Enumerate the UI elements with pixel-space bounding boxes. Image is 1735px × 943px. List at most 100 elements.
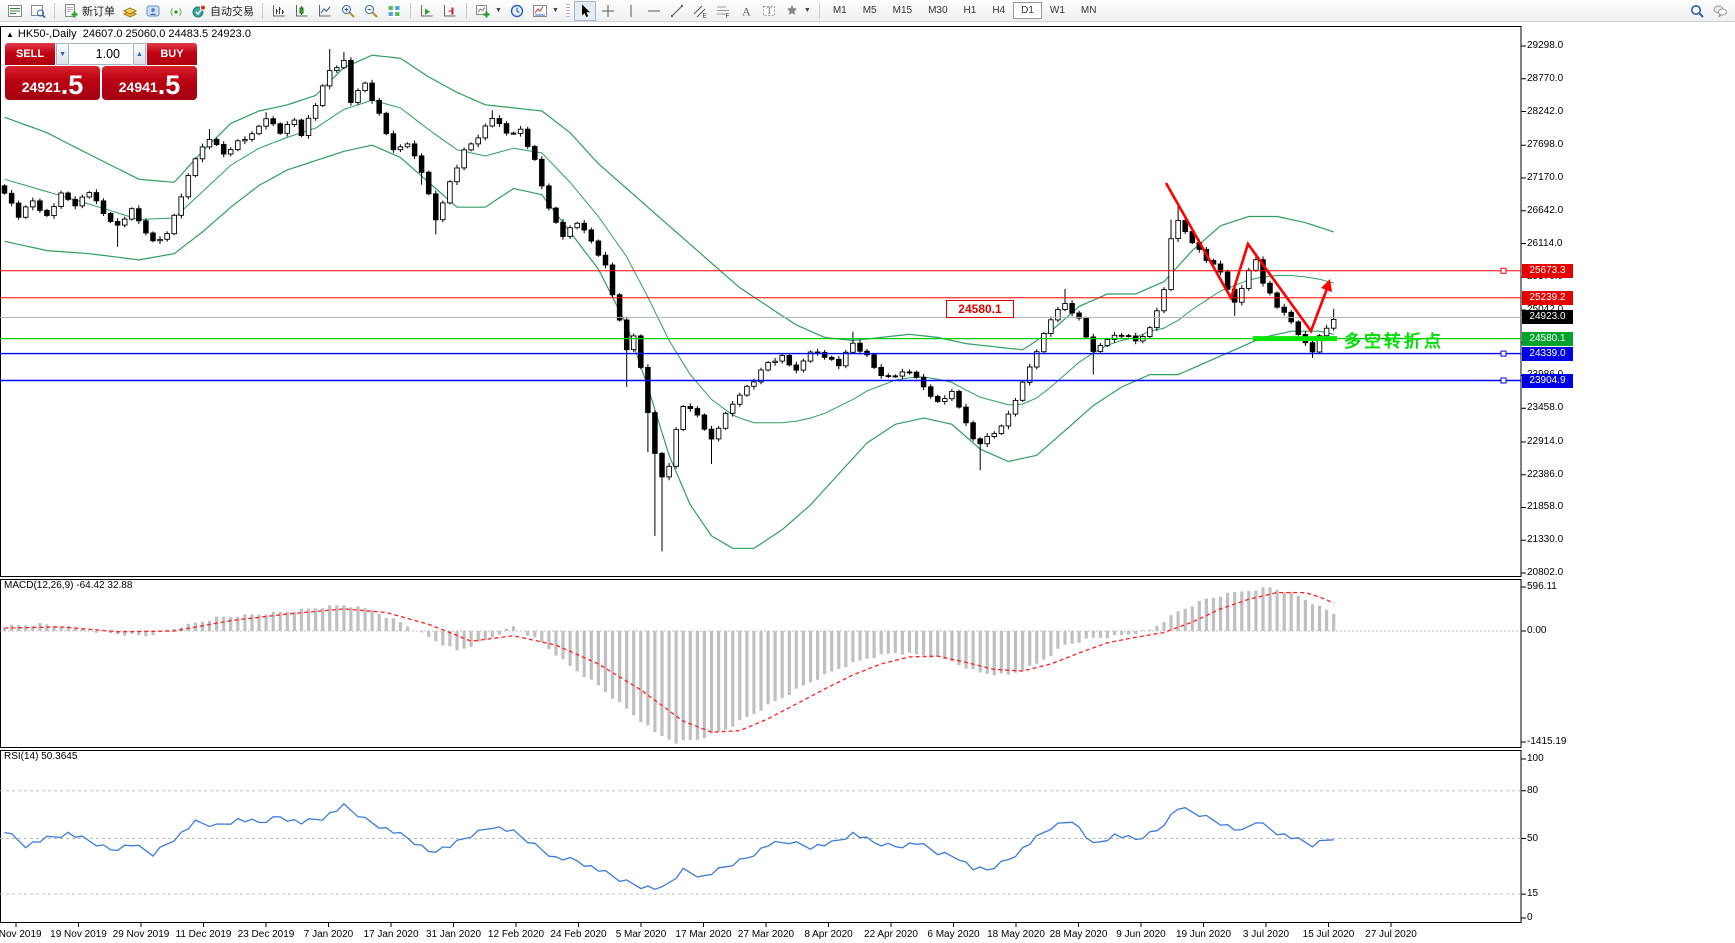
zoom-out-button[interactable]	[360, 1, 382, 21]
history-center-icon	[122, 6, 138, 18]
one-click-trading-panel: SELL ▼ ▲ BUY 24921.5 24941.5	[5, 43, 197, 101]
text-label-icon: T	[762, 5, 775, 16]
sell-price-main: 24921	[21, 79, 61, 95]
data-window-icon	[31, 4, 46, 18]
autotrading-icon	[192, 4, 207, 17]
toolbox-button[interactable]	[142, 1, 164, 21]
timeframe-button-m5[interactable]: M5	[862, 5, 877, 16]
crosshair-tool-button[interactable]	[597, 1, 619, 21]
volume-decrease-button[interactable]: ▼	[56, 43, 69, 65]
history-center-button[interactable]	[119, 1, 141, 21]
cursor-tool-button[interactable]	[573, 0, 596, 21]
new-order-button[interactable]: 新订单	[60, 1, 118, 21]
buy-price-display[interactable]: 24941.5	[102, 66, 197, 100]
signals-icon	[170, 7, 182, 16]
chat-button[interactable]	[1709, 1, 1731, 21]
bollinger-middle-band	[4, 99, 1334, 424]
fibonacci-tool-button[interactable]: F	[712, 1, 734, 21]
timeframe-button-m30[interactable]: M30	[928, 5, 948, 16]
equidistant-channel-tool-button[interactable]: E	[689, 1, 711, 21]
search-icon	[1691, 4, 1704, 18]
candlestick-chart-icon	[296, 4, 308, 16]
timeframe-button-d1[interactable]: D1	[1013, 2, 1042, 19]
toolbox-icon	[146, 5, 160, 16]
candlesticks	[1, 59, 1337, 478]
vertical-line-tool-button[interactable]	[620, 1, 642, 21]
bollinger-upper-band	[4, 54, 1334, 351]
periods-button[interactable]	[506, 1, 528, 21]
main-toolbar: 新订单 自动交易 ▼ ▼ E F A T ▼ M1 M5 M15	[0, 0, 1735, 22]
buy-button[interactable]: BUY	[146, 43, 197, 65]
autotrading-button[interactable]: 自动交易	[188, 1, 257, 21]
horizontal-line-icon	[647, 10, 660, 11]
macd-histogram	[2, 587, 1336, 744]
timeframe-button-h4[interactable]: H4	[992, 5, 1006, 16]
bar-chart-button[interactable]	[268, 1, 290, 21]
horizontal-line-tool-button[interactable]	[643, 1, 665, 21]
signals-button[interactable]	[165, 1, 187, 21]
timeframe-button-mn[interactable]: MN	[1080, 5, 1097, 16]
dropdown-caret-icon: ▼	[551, 7, 559, 14]
sell-button[interactable]: SELL	[5, 43, 56, 65]
buy-price-big: .5	[157, 70, 181, 101]
line-chart-button[interactable]	[314, 1, 336, 21]
line-handle	[1500, 350, 1507, 357]
search-button[interactable]	[1686, 1, 1708, 21]
chart-template-button[interactable]: ▼	[529, 1, 562, 21]
crosshair-icon	[601, 4, 614, 17]
timeframe-group: M1 M5 M15 M30 H1 H4 D1 W1 MN	[825, 2, 1105, 19]
new-chart-button[interactable]: ▼	[472, 1, 505, 21]
sell-price-display[interactable]: 24921.5	[5, 66, 100, 100]
text-tool-button[interactable]: A	[735, 1, 757, 21]
arrows-tool-button[interactable]: ▼	[781, 1, 814, 21]
turning-point-annotation[interactable]: 多空转折点	[1344, 332, 1444, 351]
chart-template-icon	[532, 4, 547, 17]
zoom-out-icon	[365, 4, 378, 18]
svg-text:A: A	[742, 4, 751, 18]
timeframe-button-w1[interactable]: W1	[1049, 5, 1065, 16]
tile-windows-button[interactable]	[383, 1, 405, 21]
line-chart-icon	[319, 4, 331, 16]
bollinger-lower-band	[4, 144, 1334, 549]
tile-windows-icon	[387, 4, 401, 17]
new-chart-icon	[476, 4, 490, 17]
data-window-button[interactable]	[27, 1, 49, 21]
timeframe-button-h1[interactable]: H1	[963, 5, 977, 16]
equidistant-channel-icon: E	[693, 5, 707, 19]
zigzag-annotation	[1164, 182, 1330, 334]
collapse-triangle-icon[interactable]: ▲	[6, 30, 14, 39]
dropdown-caret-icon: ▼	[495, 7, 502, 14]
toolbar-separator	[54, 2, 55, 19]
cursor-icon	[581, 4, 590, 17]
zoom-in-icon	[342, 4, 355, 18]
line-handle	[1500, 377, 1507, 384]
volume-input[interactable]	[70, 43, 132, 65]
auto-scroll-button[interactable]	[416, 1, 438, 21]
market-watch-button[interactable]	[4, 1, 26, 21]
zigzag-arrowhead	[1321, 279, 1332, 292]
autotrading-label: 自动交易	[210, 5, 254, 18]
dropdown-caret-icon: ▼	[803, 7, 811, 14]
timeframe-button-m1[interactable]: M1	[832, 5, 847, 16]
trendline-icon	[670, 4, 683, 17]
trendline-tool-button[interactable]	[666, 1, 688, 21]
svg-text:E: E	[702, 12, 707, 19]
macd-indicator-label: MACD(12,26,9) -64.42 32.88	[4, 580, 133, 591]
volume-increase-button[interactable]: ▲	[133, 43, 146, 65]
text-label-tool-button[interactable]: T	[758, 1, 780, 21]
chart-shift-button[interactable]	[439, 1, 461, 21]
price-level-annotation[interactable]: 24580.1	[946, 300, 1014, 318]
arrows-icon	[786, 4, 797, 15]
chart-title: ▲ HK50-,Daily 24607.0 25060.0 24483.5 249…	[6, 28, 251, 40]
rsi-line	[4, 802, 1334, 891]
sell-price-big: .5	[60, 70, 84, 101]
rsi-indicator-label: RSI(14) 50.3645	[4, 751, 78, 762]
candlestick-chart-button[interactable]	[291, 1, 313, 21]
timeframe-button-m15[interactable]: M15	[892, 5, 913, 16]
vertical-line-icon	[630, 4, 632, 17]
zoom-in-button[interactable]	[337, 1, 359, 21]
chat-icon	[1713, 5, 1727, 17]
toolbar-separator	[410, 2, 411, 19]
